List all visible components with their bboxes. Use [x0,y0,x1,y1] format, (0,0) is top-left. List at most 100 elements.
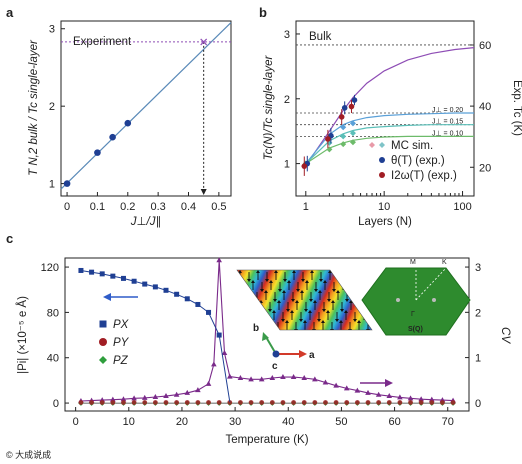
panel-a-ylabel: T N,2 bulk / Tc single-layer [28,39,40,176]
spin-arrow-head [256,270,260,273]
cv-point [386,393,393,399]
panel-c-ticks: 0 10 20 30 40 50 60 70 0 40 80 120 0 1 2 3 [41,262,481,428]
panel-a-ticks: 0 0.1 0.2 0.3 0.4 0.5 1 2 3 [49,24,227,213]
label-m: M [410,259,416,266]
cv-point [221,350,228,356]
panel-a-points [63,119,132,187]
spin-arrow-head [331,300,335,303]
spin-arrow-head [335,319,339,322]
spin-arrow-head [322,309,326,312]
spin-arrow-head [349,300,353,303]
py-point [408,400,413,405]
reference-line-label: J⊥ = 0.15 [432,119,463,126]
spin-arrow-head [303,320,307,323]
y-tick-label: 1 [49,179,55,191]
panel-a-xlabel: J⊥/J∥ [130,216,161,228]
legend-label: PY [113,337,130,349]
panel-b-xlabel: Layers (N) [358,216,412,228]
curve-purple [305,47,475,166]
panel-b-bulk-label: Bulk [309,31,332,43]
py-point [429,400,435,405]
spin-arrow-head [314,289,318,292]
panel-c-xlabel: Temperature (K) [225,434,308,446]
py-point [386,400,392,405]
spin-arrow-head [305,280,309,283]
spin-arrow-head [348,329,352,330]
data-point [124,119,132,127]
y-tick-label: 80 [47,307,59,319]
x-tick-label: 1 [303,201,309,213]
panel-c-ylabel: |Pi| (×10⁻⁵ e Å) [16,296,29,374]
cv-point [365,389,371,395]
spin-arrow-head [326,310,330,313]
spin-arrow-head [355,279,359,282]
py-point [206,400,211,405]
spin-arrow-head [287,280,291,283]
panel-a-frame [60,20,232,197]
spin-arrow-head [357,320,361,323]
legend-marker [379,142,385,148]
py-point [280,400,286,405]
cv-point [322,379,329,385]
px-point [131,278,137,284]
y-right-tick-label: 3 [475,262,481,274]
spin-arrow-head [362,310,366,313]
spin-arrow-head [310,270,314,273]
panel-a-experiment-label: Experiment [73,36,132,48]
y-tick-label: 1 [284,159,290,171]
x-tick-label: 60 [388,416,400,428]
axis-c-label: c [272,361,278,372]
spin-arrow-head [251,280,255,283]
mc-point [340,124,347,131]
y-tick-label: 120 [41,262,59,274]
py-point [99,400,105,405]
spin-arrow-head [313,300,317,303]
x-tick-label: 0.3 [150,201,165,213]
panel-b-ylabel-right: Exp. Tc (K) [511,80,522,136]
cv-point [248,376,254,382]
legend-marker [99,320,107,328]
x-tick-label: 0.2 [120,201,135,213]
py-point [142,400,148,405]
y-right-tick-label: 20 [479,162,491,174]
spin-arrow-head [341,280,345,283]
cv-line [80,260,454,402]
cv-point [354,387,361,393]
curve-cyan [305,124,474,165]
legend-label: I2ω(T) (exp.) [391,170,457,182]
spin-arrow-head [359,280,363,283]
cv-point [343,385,350,391]
panel-b-points [301,94,358,176]
py-point [365,400,371,405]
spin-arrow-head [278,289,282,292]
spin-arrow-head [285,320,289,323]
py-point [227,400,233,405]
curve-green [305,135,474,165]
i2w-point [325,136,331,142]
y-tick-label: 3 [49,24,55,36]
spin-arrow-head [274,270,278,273]
py-point [152,400,158,405]
watermark: © 大成说成 [6,449,51,460]
py-point [376,400,382,405]
py-point [248,400,254,405]
px-point [174,291,180,297]
px-point [206,309,212,315]
spin-arrow-head [346,270,350,273]
mc-point [340,141,347,148]
spin-arrow-head [277,300,281,303]
x-tick-label: 100 [453,201,471,213]
px-point [89,269,95,275]
i2w-point [301,163,308,169]
x-tick-label: 0.1 [90,201,105,213]
reference-line-label: J⊥ = 0.20 [432,107,463,114]
py-point [344,400,350,405]
py-point [184,400,190,405]
crystal-axes: b a c [253,323,315,372]
cv-point [110,396,116,402]
spin-arrow-head [254,310,258,313]
panel-b-label: b [259,5,267,20]
py-point [89,400,94,405]
axis-b-label: b [253,323,259,334]
spin-arrow-head [268,309,272,312]
